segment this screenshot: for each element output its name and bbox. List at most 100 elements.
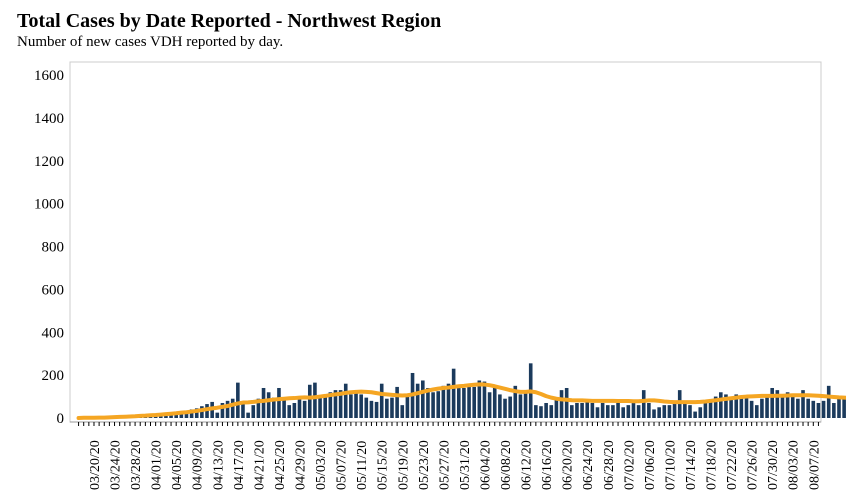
x-tick-label: 04/17/20	[232, 440, 247, 490]
x-tick-label: 06/20/20	[561, 440, 576, 490]
bar	[441, 385, 446, 418]
x-tick-label: 07/30/20	[766, 440, 781, 490]
bar	[220, 402, 225, 418]
bar	[688, 405, 692, 418]
bar	[595, 407, 600, 418]
bar	[189, 409, 194, 419]
bar	[523, 391, 528, 418]
x-tick-label: 05/03/20	[314, 440, 329, 490]
bar	[472, 386, 476, 418]
bar	[518, 394, 523, 418]
bar	[251, 405, 256, 418]
y-tick-label: 400	[42, 325, 65, 341]
x-tick-label: 04/21/20	[252, 440, 267, 490]
bar	[811, 400, 816, 418]
bar	[302, 400, 307, 418]
bar	[837, 398, 841, 418]
bar	[806, 398, 810, 418]
y-tick-label: 800	[42, 240, 65, 256]
x-tick-label: 04/05/20	[170, 440, 185, 490]
x-tick-label: 07/26/20	[746, 440, 761, 490]
bar	[266, 392, 271, 418]
bar	[790, 394, 795, 418]
bar	[780, 394, 785, 418]
x-tick-label: 03/28/20	[129, 440, 144, 490]
bar	[641, 390, 646, 418]
y-tick-label: 600	[42, 282, 65, 298]
bar	[585, 400, 590, 418]
bar	[744, 396, 749, 418]
y-tick-label: 0	[57, 411, 65, 427]
x-tick-label: 05/19/20	[396, 440, 411, 490]
bar	[554, 398, 559, 418]
bar	[236, 382, 240, 418]
bar	[703, 402, 708, 418]
bar	[611, 405, 615, 418]
bar	[405, 394, 410, 418]
bar	[770, 387, 774, 418]
x-tick-label: 04/29/20	[294, 440, 309, 490]
bar	[313, 382, 317, 418]
bar	[385, 398, 389, 418]
bar	[636, 405, 641, 418]
bar	[621, 407, 625, 418]
bar	[508, 396, 512, 418]
bar	[307, 384, 312, 418]
bar	[765, 394, 769, 418]
bar	[451, 368, 456, 418]
bar	[539, 406, 543, 418]
x-tick-label: 04/13/20	[211, 440, 226, 490]
bar	[693, 411, 697, 418]
x-tick-label: 03/24/20	[109, 440, 124, 490]
x-tick-label: 06/08/20	[499, 440, 514, 490]
bar	[616, 402, 620, 418]
bar	[272, 397, 276, 418]
x-tick-label: 08/07/20	[807, 440, 822, 490]
x-tick-label: 07/14/20	[684, 440, 699, 490]
bar	[549, 405, 554, 418]
bar	[826, 385, 831, 418]
bar	[683, 402, 687, 418]
bar	[431, 392, 435, 418]
plot-frame	[69, 61, 822, 423]
bar	[215, 412, 220, 418]
bar	[179, 412, 184, 418]
bar	[719, 392, 723, 418]
bar	[256, 398, 261, 418]
bar	[708, 400, 713, 418]
chart-title: Total Cases by Date Reported - Northwest…	[17, 10, 442, 32]
bar	[374, 401, 379, 418]
bar	[544, 402, 548, 418]
x-tick-label: 07/18/20	[705, 440, 720, 490]
bar	[426, 387, 430, 418]
bar	[739, 396, 744, 418]
bar	[194, 408, 199, 418]
bar	[379, 383, 384, 418]
x-tick-label: 07/02/20	[622, 440, 637, 490]
x-tick-label: 05/23/20	[417, 440, 432, 490]
bar	[698, 407, 703, 418]
x-tick-label: 03/20/20	[88, 440, 103, 490]
bar	[559, 390, 564, 418]
bar	[564, 387, 569, 418]
x-tick-label: 04/09/20	[191, 440, 206, 490]
bar	[477, 380, 482, 418]
bar	[647, 402, 651, 418]
bar	[323, 396, 327, 418]
bar	[729, 396, 733, 418]
bar	[462, 387, 466, 418]
bar	[796, 398, 800, 418]
bar	[467, 385, 471, 418]
bar	[400, 405, 405, 418]
x-tick-label: 06/04/20	[478, 440, 493, 490]
x-tick-label: 07/10/20	[663, 440, 678, 490]
bar	[349, 394, 353, 418]
bar	[246, 412, 250, 418]
bar	[492, 385, 497, 418]
bar	[652, 409, 656, 419]
bar	[513, 385, 518, 418]
bar	[534, 405, 538, 418]
x-tick-label: 06/12/20	[520, 440, 535, 490]
bar	[292, 402, 297, 418]
